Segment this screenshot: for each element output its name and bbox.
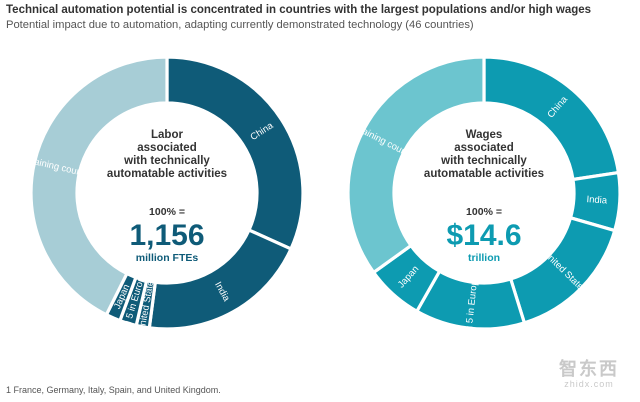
donut-center-label-line: associated (454, 142, 513, 154)
donut-total-value: $14.6 (446, 219, 521, 252)
donut-center-label-line: automatable activities (424, 168, 544, 180)
chart-title: Technical automation potential is concen… (6, 4, 592, 16)
donut-center-label-line: Wages (466, 129, 503, 141)
donut-slice-remaining-countries (346, 55, 486, 275)
donut-total-unit: trillion (468, 252, 500, 264)
donut-label-india: India (586, 194, 608, 206)
donut-total-label: 100% = (149, 206, 185, 218)
donut-center-label-line: with technically (123, 155, 210, 167)
footnote: 1 France, Germany, Italy, Spain, and Uni… (6, 385, 221, 395)
watermark-logo: 智东西 zhidx.com (548, 355, 630, 389)
watermark-cn: 智东西 (559, 359, 619, 379)
donut-total-value: 1,156 (129, 219, 204, 252)
donut-slice-china (165, 55, 305, 251)
donut-center-label-line: with technically (440, 155, 527, 167)
donut-total-label: 100% = (466, 206, 502, 218)
donut-center-label-line: associated (137, 142, 196, 154)
donut-center-label-line: automatable activities (107, 168, 227, 180)
watermark-en: zhidx.com (564, 379, 614, 389)
donut-total-unit: million FTEs (136, 252, 199, 264)
chart-subtitle: Potential impact due to automation, adap… (6, 19, 474, 31)
donut-slice-remaining-countries (29, 55, 169, 317)
donut-center-label-line: Labor (151, 129, 183, 141)
